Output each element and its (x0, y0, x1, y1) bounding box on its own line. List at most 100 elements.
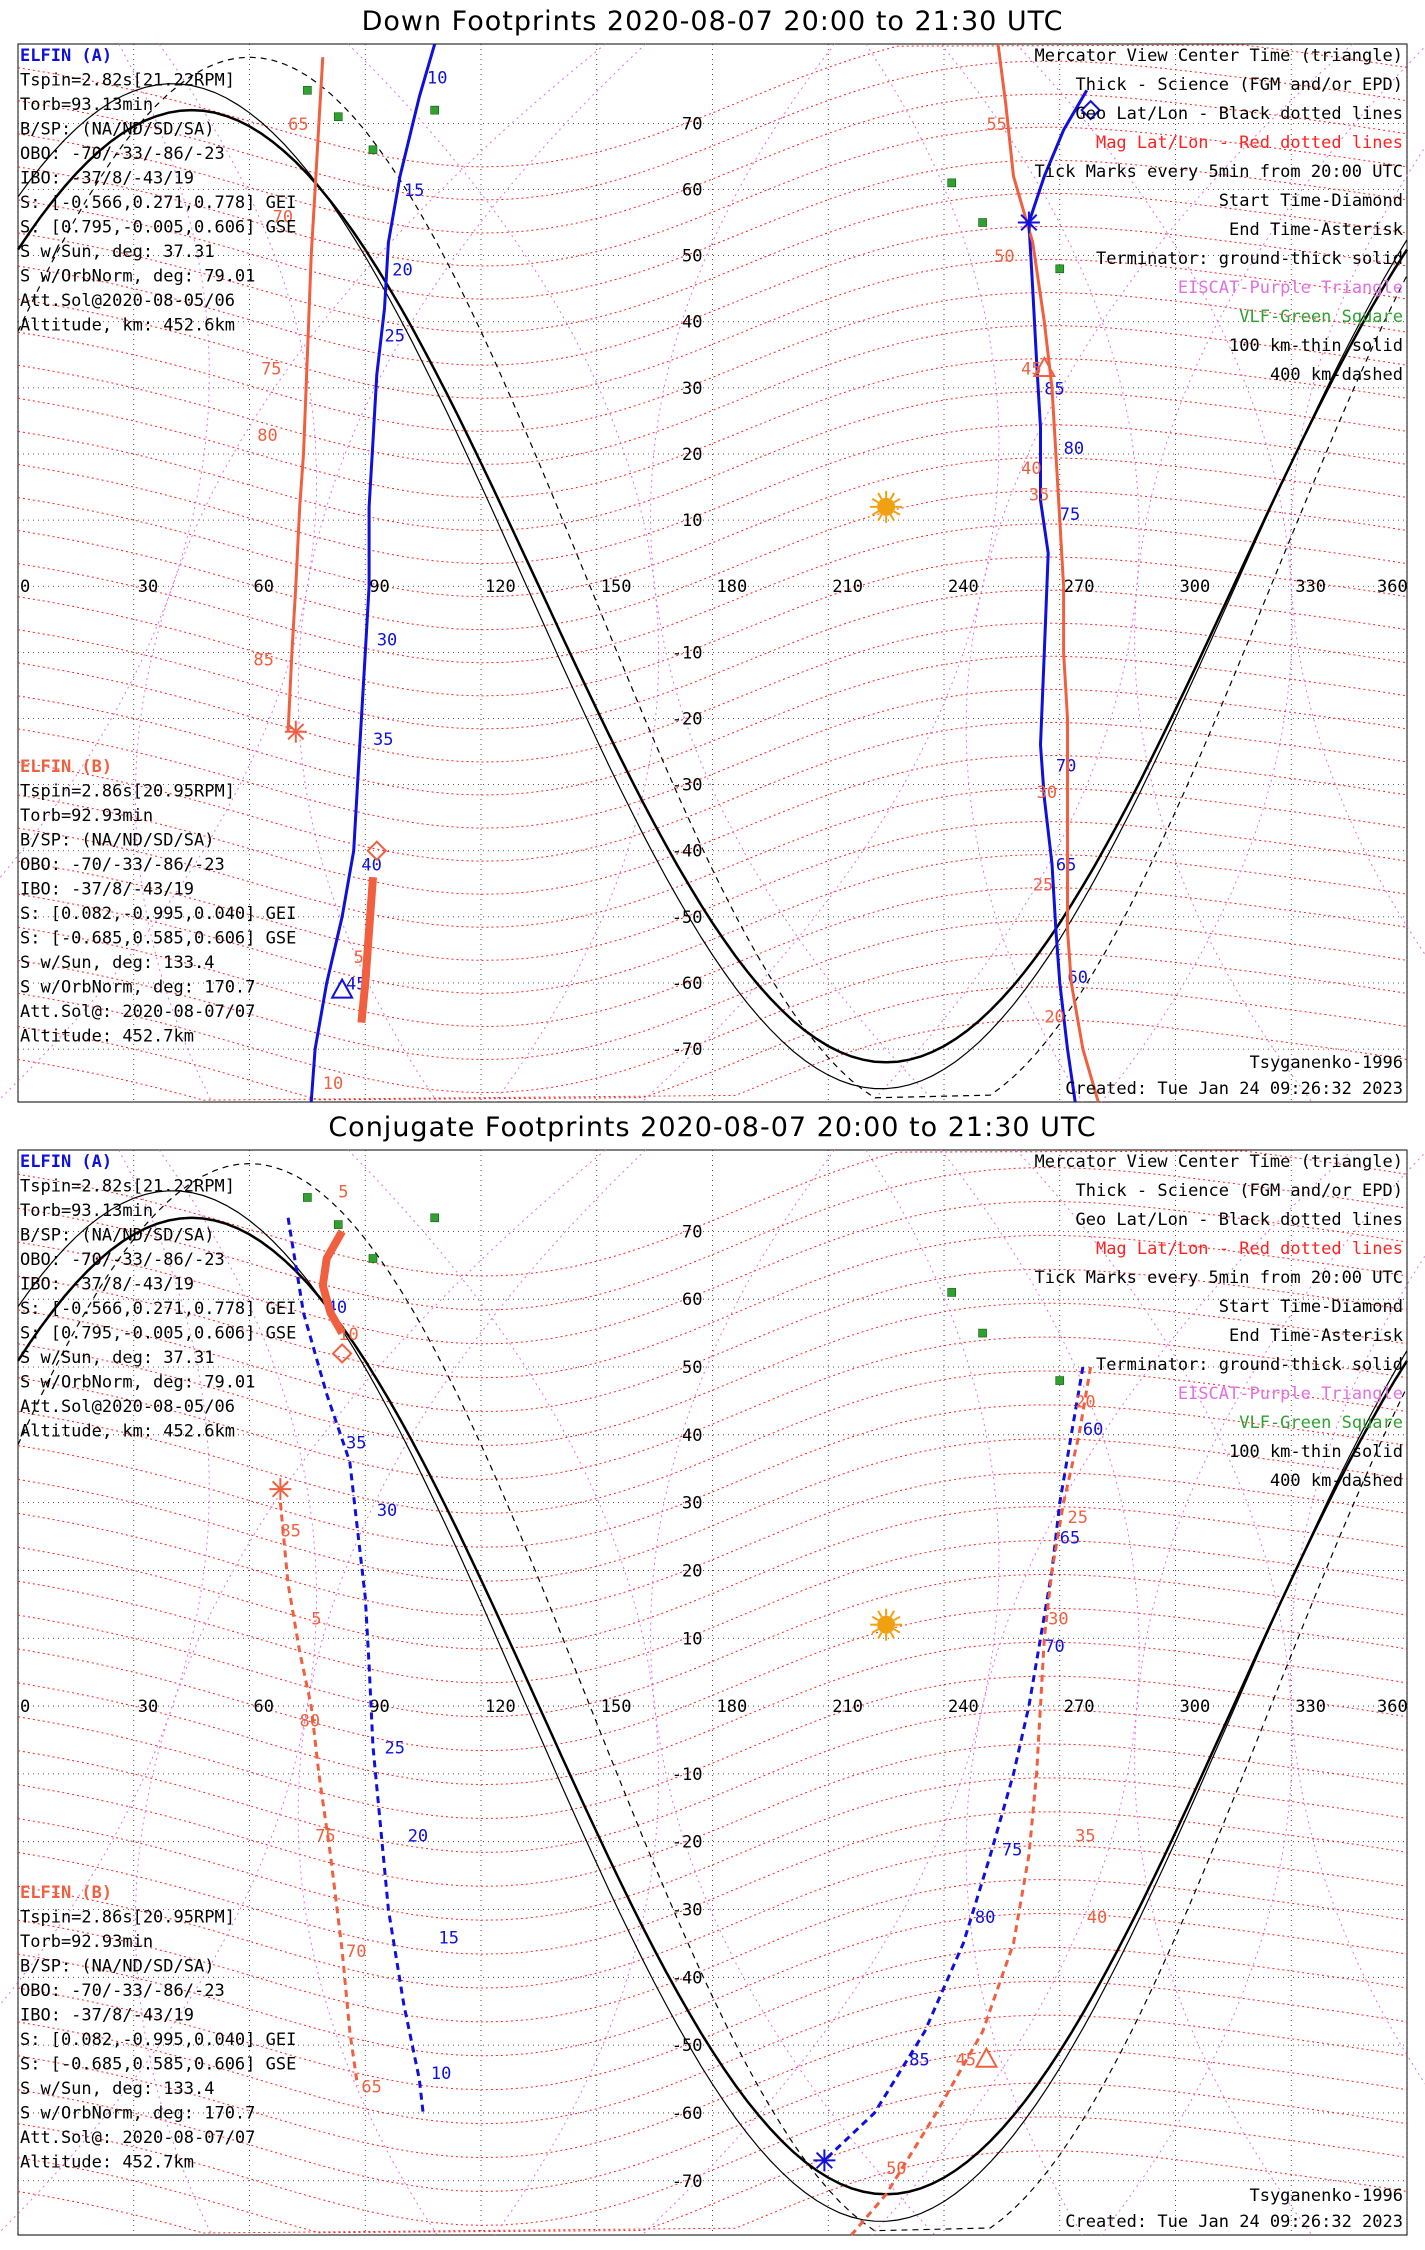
legend-item: Geo Lat/Lon - Black dotted lines (1075, 1210, 1403, 1230)
tick-mark-label: 25 (385, 327, 405, 347)
y-tick-label: 50 (682, 247, 702, 267)
x-tick-label: 210 (832, 577, 863, 597)
center-triangle-marker (330, 977, 354, 999)
satellite-info-line: Torb=93.13min (20, 1201, 153, 1221)
terminator (16, 56, 1409, 1099)
tick-mark-label: 70 (346, 1942, 366, 1962)
vlf-site-marker (1055, 1376, 1065, 1385)
asterisk-stroke (815, 2151, 833, 2169)
x-tick-label: 0 (20, 577, 30, 597)
mag-lat-line (17, 424, 1408, 565)
mag-lat-line (17, 721, 1408, 862)
mag-lat-line (17, 192, 1408, 333)
mag-lat-line (17, 787, 1408, 928)
legend-item: VLF-Green Square (1239, 307, 1403, 327)
series-elfin-b-: 85 5 80 75 70 65 (278, 1502, 382, 2098)
x-tick-label: 210 (832, 1697, 863, 1717)
tick-mark-label: 20 (1075, 1393, 1095, 1413)
tick-mark-label: 85 (1044, 379, 1064, 399)
mag-lat-line (17, 226, 1408, 366)
terminator (16, 1162, 1409, 2232)
x-tick-label: 240 (948, 1697, 979, 1717)
legend-item: Tick Marks every 5min from 20:00 UTC (1035, 162, 1403, 182)
tick-mark-label: 15 (439, 1928, 459, 1948)
y-tick-label: 70 (682, 1222, 702, 1242)
footprint-track (823, 1366, 1085, 2162)
x-tick-label: 150 (601, 577, 632, 597)
mag-meridian-line (1289, 146, 1425, 956)
y-tick-label: -10 (672, 643, 703, 663)
sun-ray (889, 1610, 895, 1618)
mag-meridian-line (649, 43, 936, 1103)
mag-meridian-line (297, 43, 646, 1103)
x-tick-label: 150 (601, 1697, 632, 1717)
footprint-track (286, 57, 325, 732)
y-tick-label: -70 (672, 1040, 703, 1060)
mag-lat-line (17, 60, 1408, 201)
mag-lat-line (17, 556, 1408, 697)
vlf-site-marker (368, 1254, 378, 1263)
model-label: Tsyganenko-1996 (1249, 1053, 1403, 1073)
series-elfin-b-science: 5 10 (318, 1182, 359, 1345)
y-tick-label: 40 (682, 313, 702, 333)
legend-item: Mercator View Center Time (triangle) (1035, 46, 1403, 66)
x-tick-label: 240 (948, 577, 979, 597)
satellite-info-line: IBO: -37/8/-43/19 (20, 880, 194, 900)
x-tick-label: 270 (1064, 577, 1095, 597)
tick-mark-label: 40 (1021, 459, 1041, 479)
tick-mark-label: 25 (385, 1739, 405, 1759)
y-tick-label: 20 (682, 445, 702, 465)
y-tick-label: -20 (672, 1833, 703, 1853)
mag-meridian-line (347, 1149, 660, 2236)
satellite-info-line: Att.Sol@: 2020-08-07/07 (20, 2128, 255, 2148)
legend: Mercator View Center Time (triangle) Thic… (1035, 1152, 1403, 1491)
tick-mark-label: 25 (1067, 1508, 1087, 1528)
vlf-site-marker (303, 1193, 312, 1202)
tick-mark-label: 35 (1075, 1827, 1095, 1847)
mag-grid (17, 44, 1408, 1101)
satellite-name: ELFIN (A) (20, 1152, 112, 1172)
elfin-a-info: ELFIN (A) Tspin=2.82s[21.22RPM] Torb=93.13… (20, 1152, 296, 1442)
legend-item: End Time-Asterisk (1229, 1326, 1403, 1346)
series-elfin-b-2: 20 25 30 35 40 45 50 (850, 1366, 1107, 2236)
legend-item: EISCAT-Purple Triangle (1178, 1384, 1403, 1404)
satellite-info-line: S: [0.082,-0.995,0.040] GEI (20, 2030, 296, 2050)
asterisk-stroke (271, 1480, 289, 1498)
satellite-info-line: Tspin=2.82s[21.22RPM] (20, 71, 235, 91)
mag-lat-line (17, 589, 1408, 730)
tick-mark-label: 30 (1037, 783, 1057, 803)
tick-mark-label: 5 (338, 1182, 348, 1202)
center-triangle-marker (974, 2046, 999, 2068)
tick-mark-label: 20 (1044, 1008, 1064, 1028)
y-tick-label: -30 (672, 1901, 703, 1921)
vlf-site-marker (947, 1288, 957, 1297)
satellite-info-line: Altitude: 452.7km (20, 2153, 194, 2173)
mag-meridian-line (871, 43, 1140, 1103)
mag-meridian-line (641, 43, 1000, 1103)
tick-mark-label: 85 (253, 651, 273, 671)
elfin-b-info: ELFIN (B) Tspin=2.86s[20.95RPM] Torb=92.93… (20, 757, 296, 1047)
legend-item: Mercator View Center Time (triangle) (1035, 1152, 1403, 1172)
mag-lat-line (17, 292, 1408, 432)
tick-mark-label: 35 (373, 730, 393, 750)
mag-lat-line (17, 854, 1408, 994)
legend-item: 100 km-thin solid (1229, 1442, 1403, 1462)
tick-mark-label: 20 (408, 1827, 428, 1847)
y-tick-label: 30 (682, 379, 702, 399)
y-tick-label: -70 (672, 2172, 703, 2192)
satellite-info-line: OBO: -70/-33/-86/-23 (20, 1981, 225, 2001)
satellite-info-line: S: [-0.566,0.271,0.778] GEI (20, 193, 296, 213)
mag-lat-line (17, 887, 1408, 1028)
vlf-site-marker (303, 85, 312, 95)
satellite-info-line: Altitude: 452.7km (20, 1027, 194, 1047)
satellite-info-line: S: [-0.566,0.271,0.778] GEI (20, 1299, 296, 1319)
tick-mark-label: 10 (323, 1074, 343, 1094)
tick-mark-label: 60 (1083, 1420, 1103, 1440)
mag-meridian-line (134, 1149, 606, 2236)
footprint-track (286, 1217, 425, 2114)
sun-icon (870, 490, 903, 523)
tick-mark-label: 35 (346, 1433, 366, 1453)
panel-title-conjugate: Conjugate Footprints 2020-08-07 20:00 to… (328, 1112, 1097, 1143)
satellite-info-line: B/SP: (NA/ND/SD/SA) (20, 1226, 214, 1246)
